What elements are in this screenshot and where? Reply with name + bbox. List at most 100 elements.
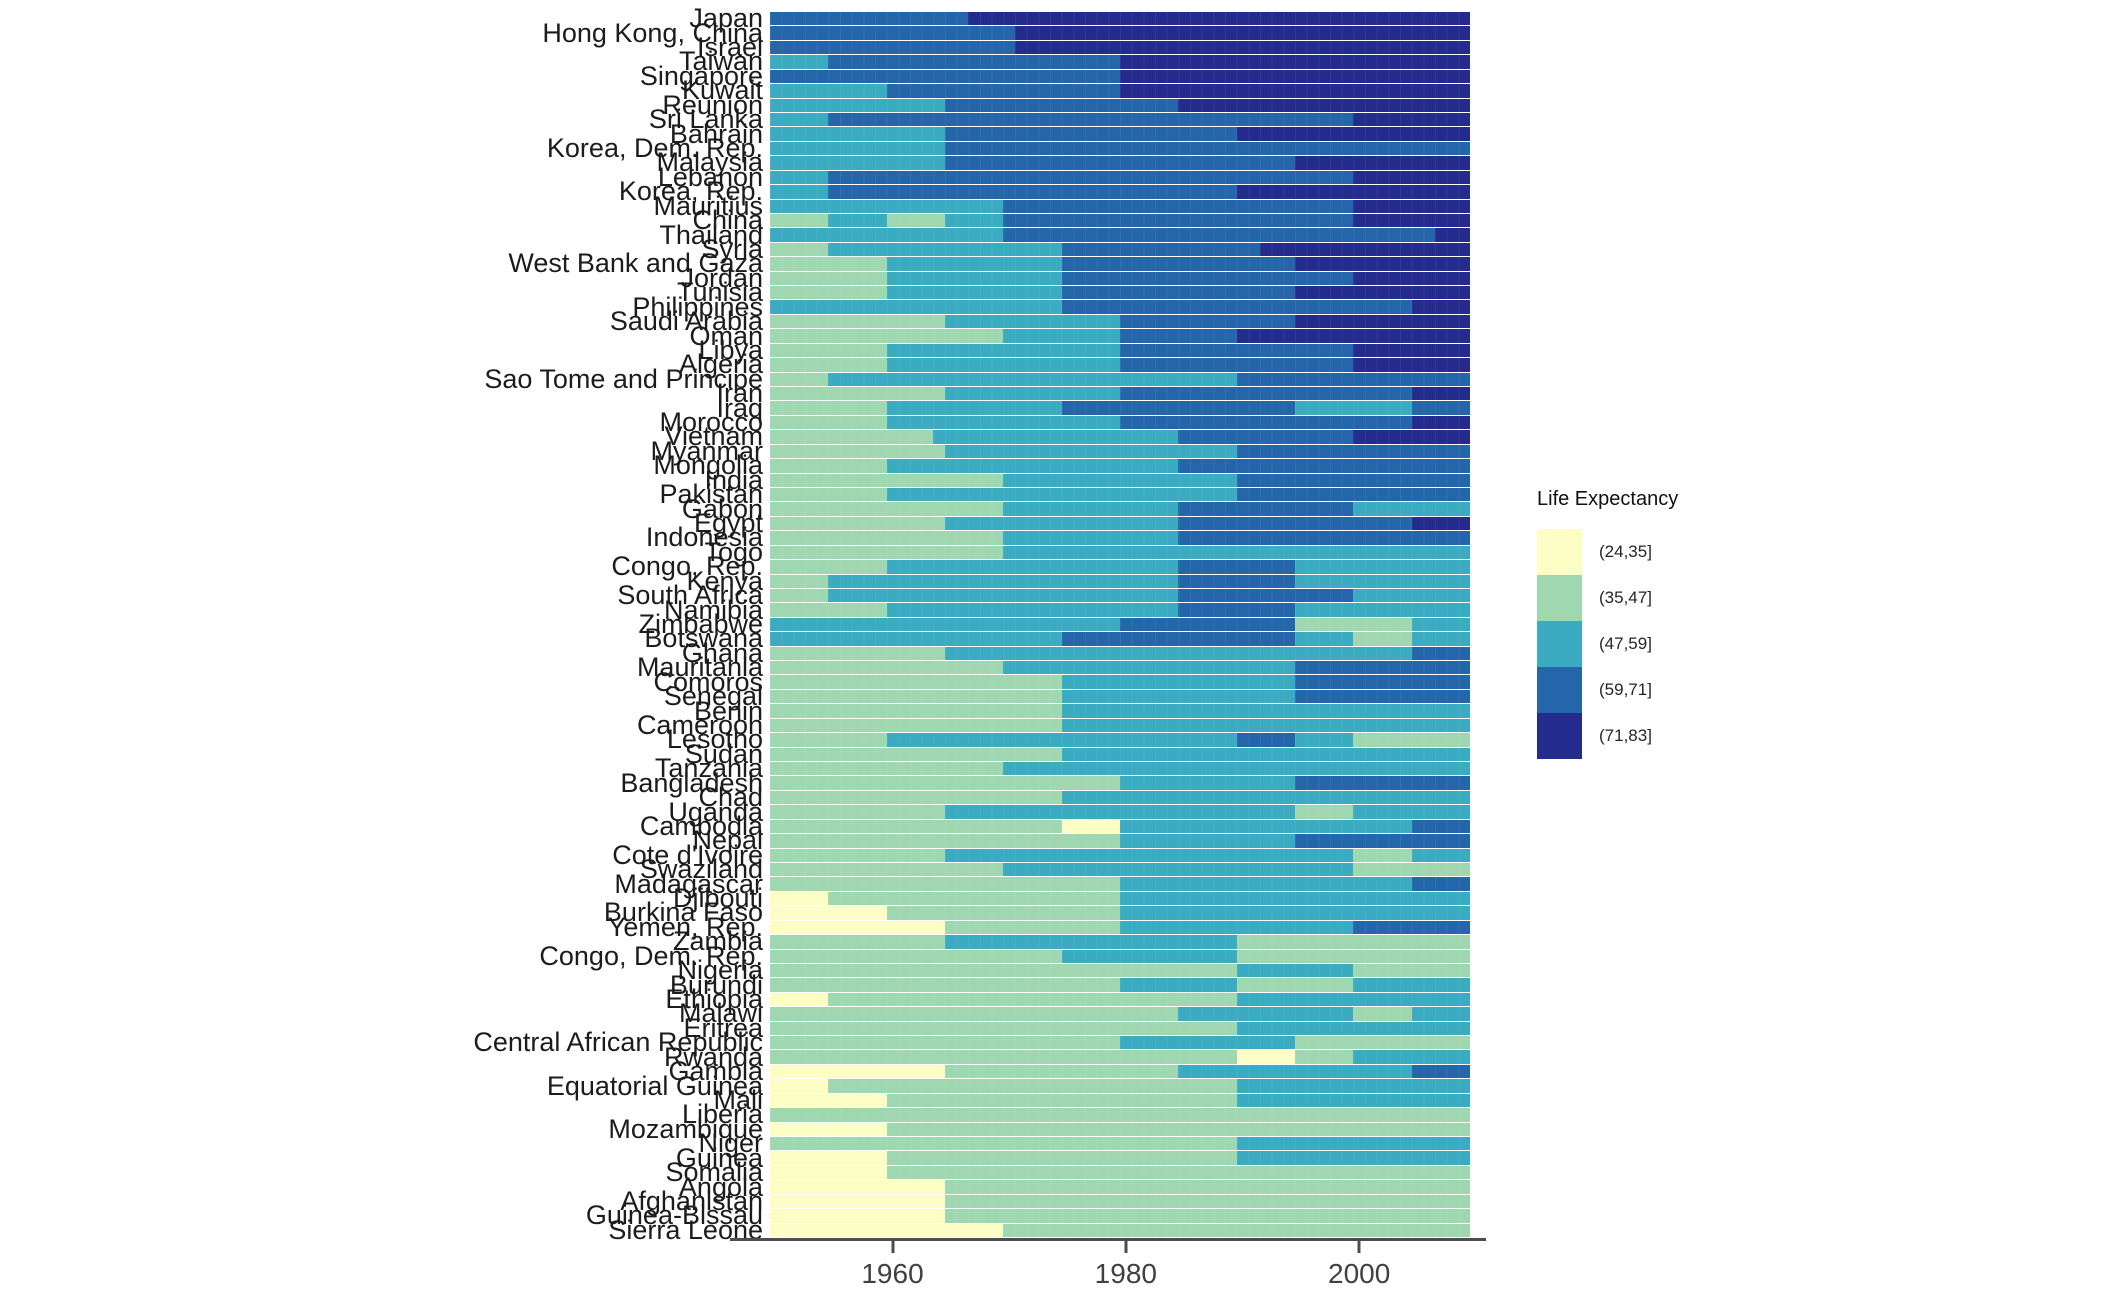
heatmap-cell (1411, 877, 1470, 891)
y-axis-label: Comoros (653, 666, 763, 697)
heatmap-row (770, 26, 1470, 41)
y-axis-label: Swaziland (639, 854, 763, 885)
heatmap-cell (945, 516, 1179, 531)
y-axis-label: Myanmar (650, 435, 763, 466)
heatmap-cell (886, 487, 1237, 502)
y-axis-label: Senegal (663, 681, 763, 712)
y-axis-label: Oman (689, 320, 763, 351)
y-axis-label: Cote d'Ivoire (612, 839, 763, 870)
heatmap-cell (1411, 848, 1470, 862)
heatmap-cell (770, 1036, 1120, 1050)
heatmap-row (770, 1064, 1470, 1080)
heatmap-row (770, 69, 1470, 85)
heatmap-cell (1434, 228, 1470, 242)
heatmap-cell (770, 257, 887, 271)
heatmap-cell (886, 415, 1120, 430)
heatmap-cell (945, 1064, 1179, 1079)
y-axis-label: Malawi (678, 998, 763, 1029)
heatmap-cell (1120, 978, 1237, 992)
y-axis-label: Equatorial Guinea (546, 1070, 763, 1101)
y-axis-label: Vietnam (664, 421, 763, 452)
heatmap-cell (770, 560, 887, 574)
heatmap-row (770, 1093, 1470, 1109)
heatmap-cell (1119, 55, 1470, 69)
heatmap-cell (1120, 877, 1412, 891)
y-axis-label: Rwanda (663, 1041, 763, 1072)
y-axis-label: Kenya (686, 565, 763, 596)
y-axis-label: Gambia (668, 1056, 763, 1087)
heatmap-cell (1061, 632, 1295, 646)
heatmap-cell (1236, 1151, 1470, 1165)
heatmap-cell (770, 704, 1062, 718)
y-axis-label: Indonesia (645, 522, 763, 553)
heatmap-cell (770, 516, 945, 531)
heatmap-cell (1411, 632, 1470, 646)
heatmap-cell (1259, 242, 1470, 257)
heatmap-cell (1119, 84, 1470, 98)
heatmap-cell (1061, 790, 1470, 805)
heatmap-row (770, 1165, 1470, 1181)
heatmap-cell (1294, 603, 1470, 617)
heatmap-cell (886, 84, 1120, 98)
heatmap-cell (770, 574, 829, 588)
heatmap-cell (770, 545, 1004, 560)
heatmap-cell (1061, 242, 1260, 257)
heatmap-cell (1236, 935, 1470, 949)
heatmap-cell (1236, 185, 1470, 199)
heatmap-cell (1353, 963, 1470, 978)
heatmap-row (770, 574, 1470, 589)
heatmap-cell (1353, 862, 1470, 877)
heatmap-row (770, 819, 1470, 835)
heatmap-cell (770, 790, 1062, 805)
x-axis-line (730, 1238, 1486, 1241)
heatmap-cell (828, 213, 887, 228)
heatmap-row (770, 401, 1470, 416)
heatmap-cell (1119, 415, 1412, 430)
y-axis-label: Bahrain (669, 118, 763, 149)
y-axis-label: Algeria (678, 349, 763, 380)
y-axis-label: Israel (696, 32, 763, 63)
heatmap-cell (886, 213, 945, 228)
y-axis-label: Congo, Rep. (611, 551, 763, 582)
y-axis-label: Saudi Arabia (609, 306, 763, 337)
heatmap-cell (770, 978, 1120, 992)
heatmap-cell (945, 1180, 1470, 1194)
y-axis-label: Mozambique (608, 1113, 763, 1144)
heatmap-cell (1294, 689, 1470, 704)
heatmap-cell (1295, 776, 1470, 790)
heatmap-cell (1353, 632, 1412, 646)
heatmap-cell (1003, 502, 1179, 516)
heatmap-cell (1061, 286, 1295, 300)
heatmap-cell (1411, 300, 1470, 314)
heatmap-cell (770, 1180, 945, 1194)
heatmap-cell (770, 156, 945, 170)
heatmap-cell (770, 762, 1004, 776)
y-axis-label: Tunisia (676, 277, 763, 308)
heatmap-cell (886, 286, 1062, 300)
y-axis-label: China (692, 205, 763, 236)
y-axis-label: Mauritius (653, 190, 763, 221)
heatmap-cell (1003, 329, 1120, 343)
heatmap-cell (1119, 819, 1412, 834)
heatmap-cell (770, 834, 1120, 848)
heatmap-cell (770, 920, 945, 935)
heatmap-cell (1353, 848, 1412, 862)
heatmap-cell (1003, 862, 1354, 877)
heatmap-cell (886, 459, 1179, 473)
heatmap-cell (770, 877, 1120, 891)
heatmap-row (770, 617, 1470, 633)
heatmap-cell (1411, 415, 1470, 430)
heatmap-cell (1411, 646, 1470, 661)
heatmap-cell (1294, 632, 1354, 646)
heatmap-cell (1236, 444, 1470, 459)
heatmap-cell (968, 12, 1470, 26)
heatmap-cell (945, 935, 1237, 949)
heatmap-row (770, 1137, 1470, 1152)
heatmap-row (770, 704, 1470, 719)
legend-label: (71,83] (1599, 726, 1652, 745)
heatmap-row (770, 84, 1470, 99)
y-axis-label: Lebanon (657, 161, 763, 192)
heatmap-cell (1061, 704, 1470, 718)
heatmap-cell (770, 271, 887, 286)
